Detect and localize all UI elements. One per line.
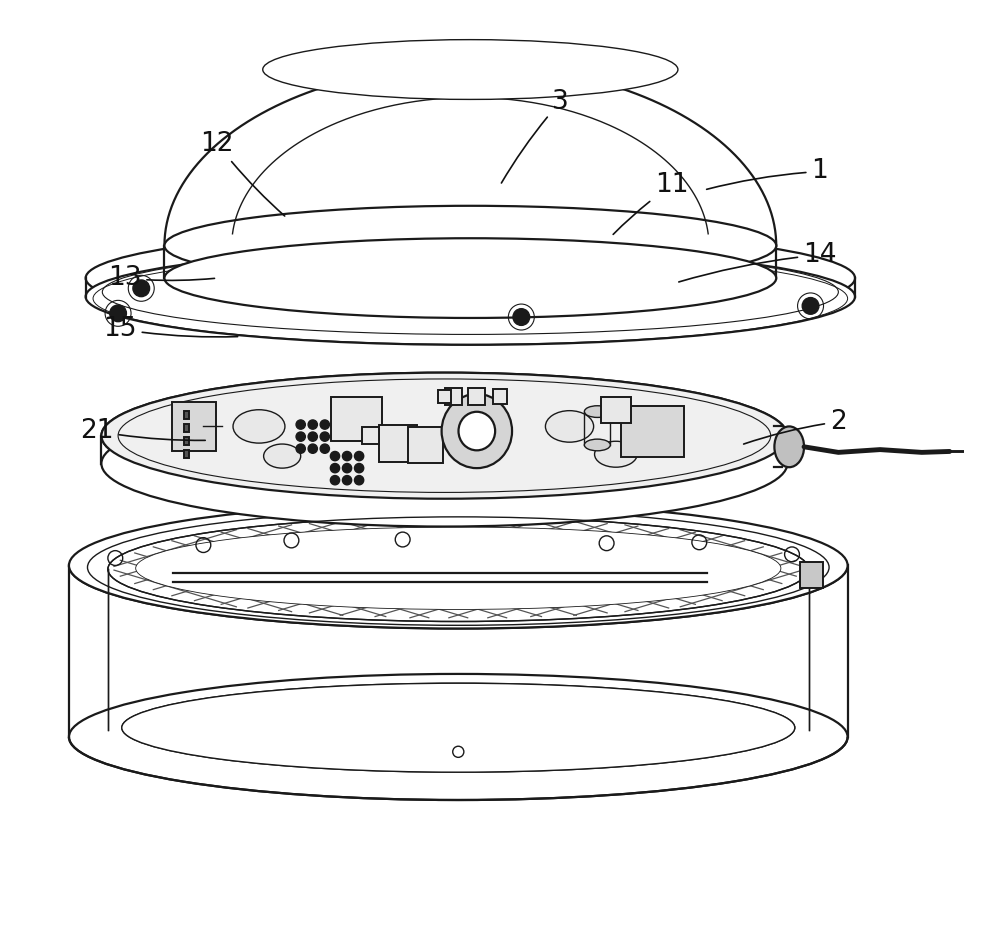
- Ellipse shape: [584, 406, 610, 417]
- Circle shape: [342, 451, 352, 461]
- Circle shape: [330, 464, 340, 473]
- Text: 12: 12: [201, 131, 285, 216]
- Circle shape: [320, 420, 329, 429]
- Ellipse shape: [164, 238, 776, 318]
- Circle shape: [296, 432, 305, 441]
- Circle shape: [342, 476, 352, 485]
- Ellipse shape: [442, 394, 512, 468]
- Circle shape: [342, 464, 352, 473]
- Text: 13: 13: [108, 265, 215, 291]
- Circle shape: [296, 444, 305, 453]
- Circle shape: [330, 476, 340, 485]
- Ellipse shape: [774, 426, 804, 467]
- Bar: [408, 427, 443, 463]
- Ellipse shape: [164, 206, 776, 286]
- Ellipse shape: [86, 248, 855, 345]
- Circle shape: [354, 451, 364, 461]
- Ellipse shape: [101, 373, 787, 499]
- Text: 2: 2: [744, 409, 847, 444]
- Ellipse shape: [595, 441, 637, 467]
- Circle shape: [354, 464, 364, 473]
- Ellipse shape: [101, 400, 787, 527]
- Bar: [331, 397, 382, 441]
- Circle shape: [296, 420, 305, 429]
- Text: 1: 1: [707, 159, 828, 189]
- Circle shape: [513, 309, 530, 325]
- Circle shape: [110, 305, 126, 322]
- Ellipse shape: [69, 674, 848, 800]
- Ellipse shape: [263, 40, 678, 99]
- Ellipse shape: [545, 411, 594, 442]
- Text: 15: 15: [103, 316, 238, 342]
- Bar: [184, 450, 189, 458]
- Ellipse shape: [459, 412, 495, 451]
- Bar: [172, 402, 216, 451]
- Ellipse shape: [108, 517, 809, 621]
- Bar: [800, 562, 823, 588]
- Circle shape: [133, 280, 150, 297]
- Bar: [184, 424, 189, 432]
- Ellipse shape: [584, 439, 610, 451]
- Ellipse shape: [264, 444, 301, 468]
- Polygon shape: [164, 65, 776, 246]
- Circle shape: [320, 432, 329, 441]
- Ellipse shape: [122, 683, 795, 772]
- Bar: [184, 411, 189, 419]
- Bar: [601, 397, 631, 423]
- Ellipse shape: [102, 249, 838, 335]
- Ellipse shape: [122, 683, 795, 772]
- Bar: [184, 437, 189, 445]
- Ellipse shape: [86, 230, 855, 326]
- Bar: [468, 388, 485, 405]
- Ellipse shape: [87, 509, 829, 626]
- Ellipse shape: [233, 410, 285, 443]
- Bar: [621, 405, 684, 457]
- Bar: [493, 389, 507, 404]
- Text: 11: 11: [613, 172, 688, 235]
- Circle shape: [354, 476, 364, 485]
- Ellipse shape: [136, 527, 781, 609]
- Circle shape: [308, 444, 317, 453]
- Text: 21: 21: [80, 418, 205, 444]
- Ellipse shape: [69, 502, 848, 629]
- Text: 14: 14: [679, 242, 837, 282]
- Circle shape: [308, 432, 317, 441]
- Circle shape: [330, 451, 340, 461]
- Circle shape: [320, 444, 329, 453]
- Ellipse shape: [101, 373, 787, 499]
- Bar: [445, 388, 462, 405]
- Bar: [379, 425, 417, 462]
- Circle shape: [308, 420, 317, 429]
- Bar: [362, 427, 379, 444]
- Bar: [438, 390, 451, 403]
- Text: 3: 3: [501, 89, 569, 183]
- Circle shape: [802, 298, 819, 314]
